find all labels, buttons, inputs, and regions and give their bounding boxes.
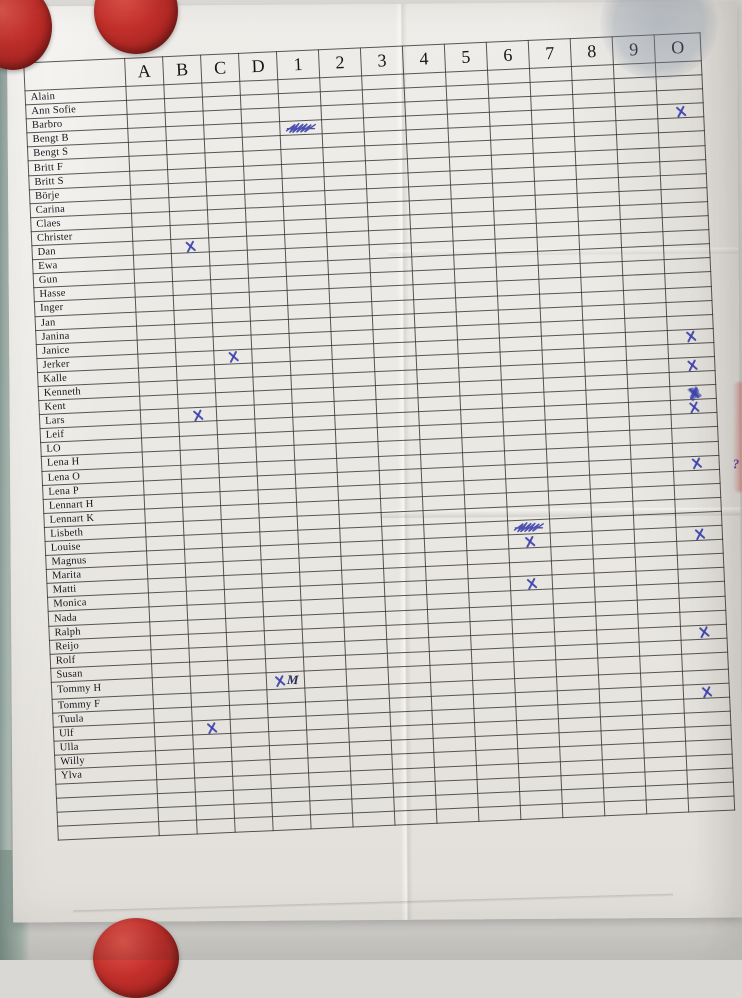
handwritten-x-bold bbox=[686, 386, 701, 400]
grid-cell bbox=[190, 674, 229, 694]
grid-cell bbox=[272, 814, 312, 831]
grid-cell bbox=[478, 805, 521, 822]
handwritten-x bbox=[686, 400, 701, 414]
red-object-right-edge bbox=[733, 382, 742, 492]
handwritten-x bbox=[183, 239, 198, 253]
column-header-A: A bbox=[124, 56, 164, 87]
grid-cell: M bbox=[266, 670, 305, 690]
grid-cell bbox=[429, 663, 473, 683]
column-header-5: 5 bbox=[444, 42, 488, 73]
column-header-D: D bbox=[238, 51, 278, 82]
grid-cell bbox=[597, 656, 641, 675]
column-header-3: 3 bbox=[360, 46, 404, 76]
grid-cell bbox=[158, 819, 198, 836]
column-header-6: 6 bbox=[486, 40, 530, 71]
signup-table: ABCD123456789OAlainAnn SofieBarbroBengt … bbox=[23, 32, 740, 841]
grid-cell bbox=[646, 797, 689, 814]
grid-cell bbox=[513, 659, 557, 679]
column-header-4: 4 bbox=[402, 44, 446, 75]
name-column-header bbox=[23, 58, 126, 91]
grid-cell bbox=[196, 818, 236, 834]
grid-cell bbox=[394, 809, 437, 826]
paper-bottom-edge bbox=[73, 893, 674, 914]
grid-cell bbox=[471, 661, 515, 681]
column-header-C: C bbox=[200, 53, 240, 84]
grid-cell bbox=[436, 807, 479, 824]
handwritten-x bbox=[689, 456, 704, 470]
handwritten-x bbox=[683, 329, 698, 343]
red-magnet-bottom bbox=[93, 918, 179, 998]
handwritten-note: M bbox=[286, 671, 299, 688]
grid-cell bbox=[681, 652, 729, 672]
empty-name-cell bbox=[57, 821, 160, 841]
handwritten-x bbox=[696, 625, 711, 639]
handwritten-x bbox=[204, 721, 219, 735]
grid-cell bbox=[234, 816, 274, 833]
grid-cell bbox=[346, 667, 389, 687]
grid-cell bbox=[562, 801, 605, 818]
scratched-out-mark bbox=[285, 123, 316, 134]
handwritten-x bbox=[190, 408, 205, 422]
handwritten-x bbox=[524, 576, 539, 590]
table-row: Bengt B bbox=[26, 103, 704, 148]
table-row: Louise bbox=[45, 511, 722, 556]
handwritten-x bbox=[673, 104, 688, 118]
handwritten-x bbox=[226, 350, 241, 364]
grid-cell bbox=[604, 799, 647, 816]
column-header-B: B bbox=[162, 55, 202, 85]
grid-cell bbox=[310, 812, 354, 829]
grid-cell bbox=[520, 803, 563, 820]
handwritten-x bbox=[272, 674, 287, 688]
grid-cell bbox=[507, 518, 551, 535]
column-header-7: 7 bbox=[528, 38, 572, 69]
signup-sheet-paper: ABCD123456789OAlainAnn SofieBarbroBengt … bbox=[6, 1, 742, 923]
grid-cell bbox=[639, 654, 683, 674]
signup-grid: ABCD123456789OAlainAnn SofieBarbroBengt … bbox=[23, 32, 740, 841]
handwritten-x bbox=[522, 534, 537, 548]
grid-cell bbox=[688, 795, 735, 812]
grid-cell bbox=[279, 120, 323, 136]
handwritten-x bbox=[692, 527, 707, 541]
grid-cell bbox=[352, 810, 395, 827]
grid-cell bbox=[228, 672, 267, 692]
handwritten-x bbox=[684, 358, 699, 372]
scratched-out-mark bbox=[513, 522, 544, 533]
grid-cell bbox=[304, 669, 347, 688]
grid-cell bbox=[387, 665, 431, 685]
grid-cell bbox=[555, 657, 599, 677]
handwritten-x bbox=[699, 684, 714, 698]
column-header-2: 2 bbox=[318, 47, 362, 78]
column-header-1: 1 bbox=[276, 49, 320, 80]
grid-cell bbox=[152, 676, 191, 695]
